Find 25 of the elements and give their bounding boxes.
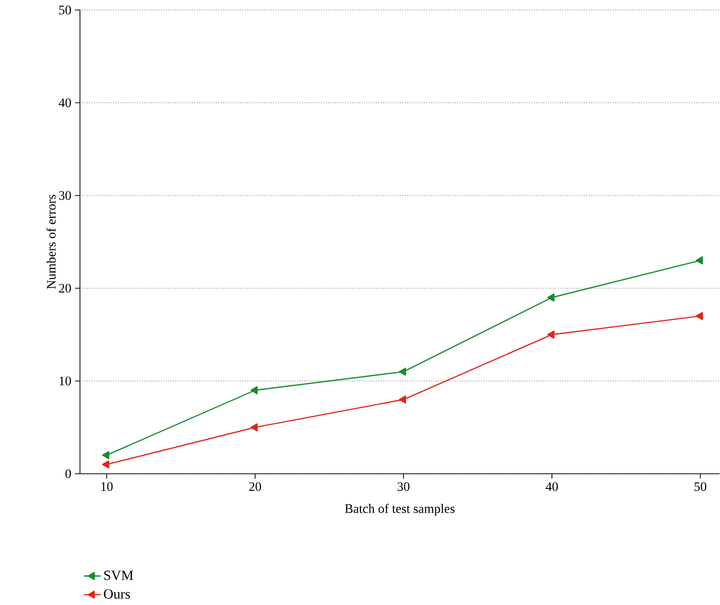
y-tick-label: 10: [60, 376, 71, 386]
point: [398, 368, 406, 376]
x-tick-label: 10: [101, 482, 113, 492]
point: [398, 396, 406, 404]
x-tick-label: 30: [398, 482, 410, 492]
y-tick-label: 50: [59, 6, 71, 15]
point: [696, 256, 703, 265]
y-axis-title: Numbers of errors: [46, 195, 56, 290]
x-axis-title: Batch of test samples: [344, 504, 455, 516]
point: [696, 312, 703, 320]
legend-label: Ours: [104, 590, 130, 599]
x-tick-label: 20: [249, 482, 262, 492]
legend-label: SVM: [104, 570, 134, 580]
point: [102, 451, 110, 460]
point: [250, 386, 258, 394]
x-tick-label: 40: [546, 482, 558, 492]
y-tick-label: 0: [65, 470, 71, 478]
y-tick-label: 40: [58, 98, 71, 108]
point: [547, 294, 555, 302]
y-tick-label: 30: [59, 191, 71, 200]
point: [102, 460, 110, 469]
x-tick-label: 50: [694, 482, 706, 492]
point: [547, 330, 555, 339]
point: [250, 423, 258, 432]
y-tick-label: 20: [59, 284, 71, 293]
